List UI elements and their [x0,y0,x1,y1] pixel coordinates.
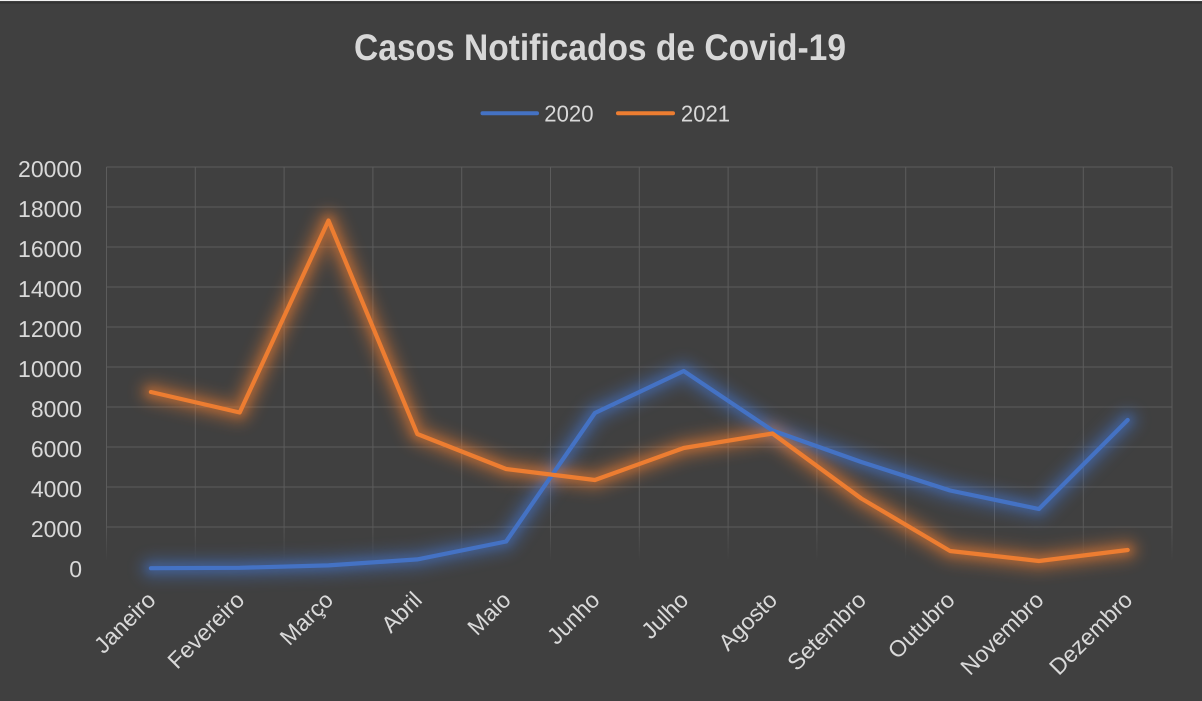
svg-text:6000: 6000 [31,436,82,462]
svg-text:10000: 10000 [18,356,82,382]
svg-text:2020: 2020 [544,100,593,126]
svg-text:Casos Notificados de Covid-19: Casos Notificados de Covid-19 [354,27,846,68]
svg-text:8000: 8000 [31,396,82,422]
svg-text:20000: 20000 [18,156,82,182]
svg-text:16000: 16000 [18,236,82,262]
svg-text:12000: 12000 [18,316,82,342]
svg-text:4000: 4000 [31,476,82,502]
svg-text:18000: 18000 [18,196,82,222]
svg-text:14000: 14000 [18,276,82,302]
svg-text:2000: 2000 [31,516,82,542]
svg-text:0: 0 [69,556,82,582]
svg-text:2021: 2021 [681,100,730,126]
